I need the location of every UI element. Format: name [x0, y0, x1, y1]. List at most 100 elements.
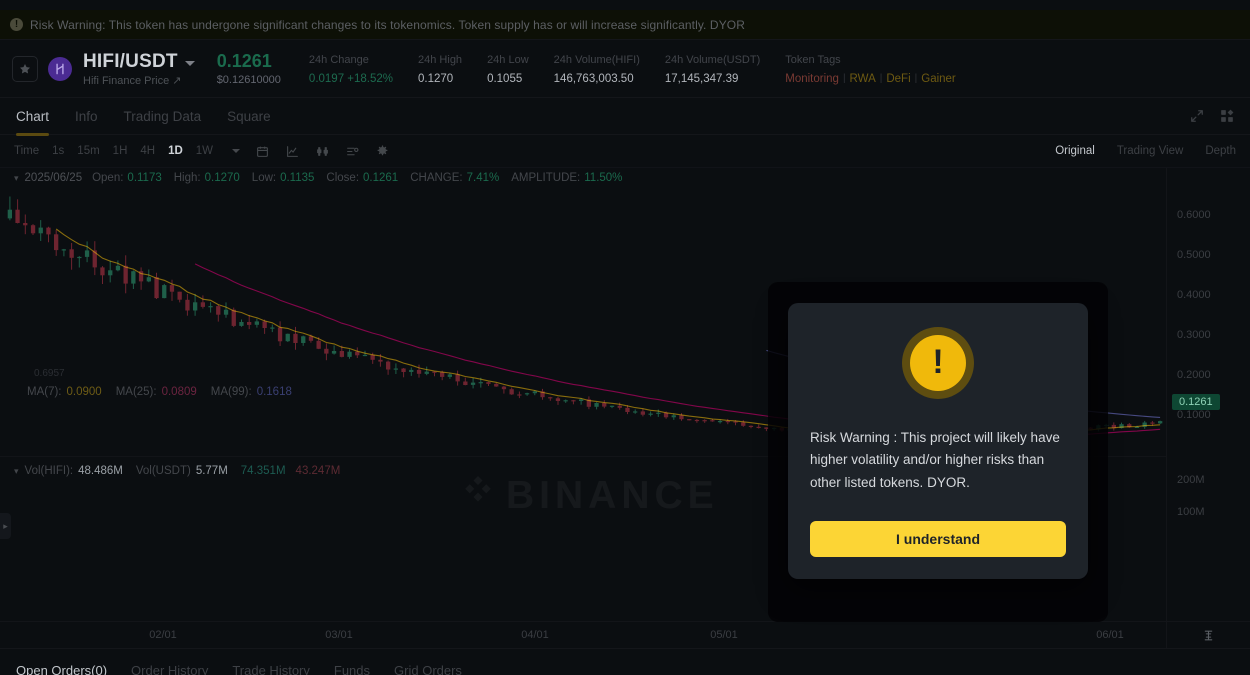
ma25-label: MA(25):: [115, 386, 157, 398]
risk-warning-banner: ! Risk Warning: This token has undergone…: [0, 10, 1250, 40]
ohlc-amplitude-label: AMPLITUDE:: [511, 172, 581, 184]
tab-trade-history[interactable]: Trade History: [232, 663, 310, 675]
vol-hifi-label: Vol(HIFI):: [24, 465, 74, 477]
warning-exclamation-icon: !: [902, 327, 974, 399]
moving-average-row: MA(7): 0.0900 MA(25): 0.0809 MA(99): 0.1…: [27, 386, 292, 398]
tab-order-history[interactable]: Order History: [131, 663, 209, 675]
tab-chart[interactable]: Chart: [16, 100, 50, 136]
vol-hifi-value: 48.486M: [78, 465, 123, 477]
interval-1d[interactable]: 1D: [168, 145, 183, 157]
watermark-text: BINANCE: [506, 474, 719, 518]
volume-tick: 200M: [1177, 474, 1205, 486]
time-tick: 03/01: [325, 629, 353, 641]
view-trading-view[interactable]: Trading View: [1116, 145, 1184, 157]
time-axis[interactable]: 02/01 03/01 04/01 05/01 06/01: [0, 621, 1250, 648]
view-original[interactable]: Original: [1055, 145, 1095, 157]
time-label[interactable]: Time: [14, 145, 40, 157]
tag-separator: |: [879, 73, 883, 85]
time-tick: 02/01: [149, 629, 177, 641]
ma7-label: MA(7):: [27, 386, 62, 398]
grid-layout-icon[interactable]: [1220, 109, 1234, 123]
view-depth[interactable]: Depth: [1205, 145, 1236, 157]
tag-gainer[interactable]: Gainer: [921, 72, 956, 85]
orders-tab-bar: Open Orders(0) Order History Trade Histo…: [0, 648, 1250, 675]
stat-24h-high: 24h High 0.1270: [418, 52, 462, 85]
tab-trading-data[interactable]: Trading Data: [123, 108, 202, 124]
interval-15m[interactable]: 15m: [77, 145, 100, 157]
favorite-button[interactable]: [12, 55, 38, 82]
stat-value: 17,145,347.39: [664, 72, 739, 85]
token-tags: Token Tags Monitoring | RWA | DeFi | Gai…: [785, 52, 956, 85]
stat-label: 24h High: [418, 54, 463, 67]
gear-icon[interactable]: [376, 145, 389, 158]
modal-icon-wrap: !: [810, 327, 1066, 399]
tag-defi[interactable]: DeFi: [886, 72, 911, 85]
volume-divider: [0, 456, 1166, 457]
modal-message: Risk Warning : This project will likely …: [810, 430, 1060, 490]
stat-24h-change: 24h Change 0.0197 +18.52%: [309, 52, 393, 85]
ohlc-high-value: 0.1270: [204, 172, 240, 184]
price-tick: 0.1000: [1177, 409, 1211, 421]
top-strip: [0, 0, 1250, 10]
ohlc-date: 2025/06/25: [24, 172, 83, 184]
volume-info-row: ▾ Vol(HIFI): 48.486M Vol(USDT) 5.77M 74.…: [14, 465, 340, 477]
interval-toolbar: Time 1s 15m 1H 4H 1D 1W: [0, 135, 1250, 168]
tab-open-orders[interactable]: Open Orders(0): [16, 650, 107, 675]
indicator-icon[interactable]: [316, 145, 329, 158]
risk-warning-text: Risk Warning: This token has undergone s…: [30, 17, 745, 32]
ohlc-change-label: CHANGE:: [410, 172, 463, 184]
price-tick: 0.4000: [1177, 289, 1211, 301]
volume-ma-red-value: 43.247M: [295, 465, 341, 477]
stat-24h-low: 24h Low 0.1055: [487, 52, 529, 85]
ma7-value: 0.0900: [66, 386, 102, 398]
pair-block[interactable]: HIFI/USDT Hifi Finance Price ↗: [83, 51, 195, 87]
price-tick: 0.3000: [1177, 329, 1211, 341]
stat-label: 24h Volume(HIFI): [553, 54, 640, 67]
stat-label: 24h Change: [308, 54, 369, 67]
ohlc-change-value: 7.41%: [466, 172, 500, 184]
axis-settings-button[interactable]: [1166, 622, 1250, 648]
ohlc-close-value: 0.1261: [363, 172, 399, 184]
price-block: 0.1261 $0.12610000: [217, 51, 281, 87]
tag-separator: |: [842, 73, 846, 85]
chevron-down-icon[interactable]: [232, 149, 241, 153]
price-axis[interactable]: 0.6000 0.5000 0.4000 0.3000 0.2000 0.100…: [1166, 168, 1250, 621]
tab-funds[interactable]: Funds: [333, 663, 371, 675]
ohlc-low-value: 0.1135: [280, 172, 315, 184]
interval-4h[interactable]: 4H: [140, 145, 156, 157]
volume-tick: 100M: [1177, 506, 1205, 518]
ohlc-low-label: Low:: [251, 172, 277, 184]
stat-value: 0.1270: [418, 72, 454, 85]
stat-label: 24h Low: [487, 54, 529, 67]
tab-square[interactable]: Square: [227, 108, 271, 124]
current-price-badge: 0.1261: [1172, 394, 1220, 410]
tag-rwa[interactable]: RWA: [849, 72, 876, 85]
line-chart-icon[interactable]: [286, 145, 299, 158]
ohlc-open-value: 0.1173: [127, 172, 162, 184]
time-tick: 05/01: [710, 629, 738, 641]
expand-arrows-icon[interactable]: [1190, 109, 1204, 123]
calendar-icon[interactable]: [256, 145, 269, 158]
binance-logo-icon: [460, 473, 496, 519]
ohlc-amplitude-value: 11.50%: [584, 172, 623, 184]
chevron-down-icon[interactable]: ▾: [14, 172, 19, 183]
ma-tiny-label: 0.6957: [34, 368, 65, 379]
i-understand-button[interactable]: I understand: [810, 521, 1066, 558]
interval-1h[interactable]: 1H: [112, 145, 128, 157]
tab-grid-orders[interactable]: Grid Orders: [394, 663, 462, 675]
vol-usdt-label: Vol(USDT): [135, 465, 191, 477]
chevron-down-icon[interactable]: ▾: [14, 465, 19, 476]
pair-subtitle[interactable]: Hifi Finance Price ↗: [83, 74, 182, 87]
price-tick: 0.5000: [1177, 249, 1211, 261]
stat-value: 146,763,003.50: [553, 72, 634, 85]
ohlc-open-label: Open:: [92, 172, 124, 184]
sidebar-toggle-button[interactable]: ▸: [0, 513, 11, 539]
interval-1s[interactable]: 1s: [52, 145, 65, 157]
star-icon: [20, 63, 30, 73]
chevron-down-icon[interactable]: [184, 60, 195, 66]
tab-info[interactable]: Info: [75, 108, 98, 124]
tag-monitoring[interactable]: Monitoring: [785, 72, 839, 85]
settings-list-icon[interactable]: [346, 145, 359, 158]
interval-1w[interactable]: 1W: [195, 145, 214, 157]
